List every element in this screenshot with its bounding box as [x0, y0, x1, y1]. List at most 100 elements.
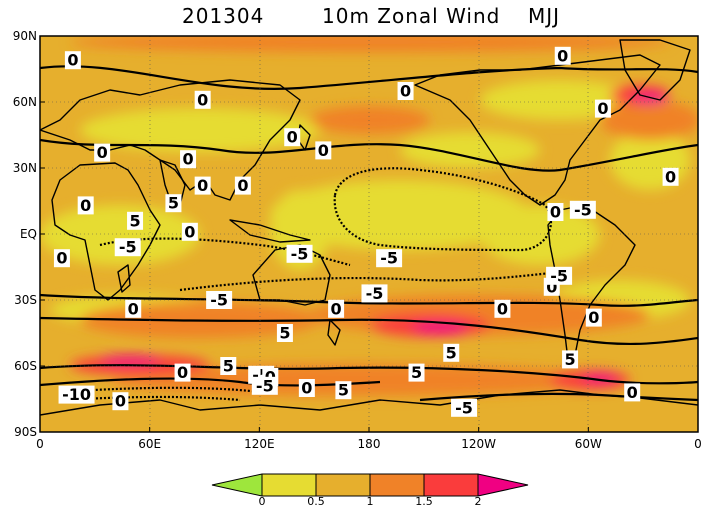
colorbar-1-15 — [370, 474, 424, 496]
shade-yellow-indian — [40, 205, 200, 265]
svg-text:0: 0 — [128, 299, 139, 318]
contour-label: 0 — [194, 90, 211, 109]
contour-label: -5 — [286, 244, 313, 263]
contour-label: 0 — [77, 196, 94, 215]
contour-label: 5 — [443, 343, 460, 362]
contour-label: 5 — [165, 194, 182, 213]
svg-text:-5: -5 — [210, 291, 228, 310]
contour-label: -5 — [569, 200, 596, 219]
lon-label: 120E — [244, 437, 275, 451]
shade-yellow-pacific — [270, 180, 530, 250]
contour-label: -5 — [206, 291, 233, 310]
contour-label: 0 — [494, 299, 511, 318]
lat-label: 90S — [14, 425, 37, 439]
contour-label: -5 — [361, 284, 388, 303]
contour-label: 0 — [315, 141, 332, 160]
svg-text:5: 5 — [168, 194, 179, 213]
contour-label: 0 — [125, 299, 142, 318]
contour-label: 0 — [53, 249, 70, 268]
title-variable: 10m Zonal Wind — [322, 4, 501, 28]
svg-text:0: 0 — [588, 308, 599, 327]
lon-label: 120W — [461, 437, 496, 451]
contour-spac-neg5 — [179, 270, 561, 292]
svg-text:0: 0 — [287, 128, 298, 147]
contour-label: 0 — [284, 128, 301, 147]
lon-label: 0 — [36, 437, 44, 451]
colorbar-label: 0.5 — [307, 495, 325, 508]
contour-label: 5 — [408, 363, 425, 382]
coast-africa — [51, 162, 161, 301]
colorbar-0-05 — [262, 474, 316, 496]
coast-samerica — [547, 204, 636, 361]
svg-text:0: 0 — [115, 392, 126, 411]
svg-text:-5: -5 — [550, 266, 568, 285]
colorbar: 0 0.5 1 1.5 2 — [211, 473, 529, 508]
shade-magenta-sio — [100, 355, 160, 365]
contour-label: -5 — [376, 249, 403, 268]
shade-orange-npac — [310, 106, 430, 134]
title-season: MJJ — [528, 4, 561, 28]
shade-orange-natl — [600, 100, 698, 140]
svg-text:5: 5 — [223, 357, 234, 376]
longitude-labels: 0 60E 120E 180 120W 60W 0 — [36, 437, 702, 451]
contour-label: 0 — [554, 46, 571, 65]
contour-label: 5 — [335, 381, 352, 400]
contour-label: 0 — [194, 176, 211, 195]
svg-text:0: 0 — [97, 143, 108, 162]
contour-label: -10 — [58, 385, 95, 404]
svg-text:0: 0 — [546, 277, 557, 296]
contour-label: 0 — [181, 222, 198, 241]
shade-yellow-wpac — [270, 190, 330, 270]
contour-label: 0 — [234, 176, 251, 195]
lon-label: 60W — [575, 437, 602, 451]
svg-text:0: 0 — [184, 222, 195, 241]
svg-text:5: 5 — [446, 343, 457, 362]
lat-label: 60N — [13, 95, 37, 109]
contour-label: -5 — [251, 376, 278, 395]
contour-midlat-zero — [40, 138, 698, 172]
svg-text:0: 0 — [80, 196, 91, 215]
contour-label: 0 — [94, 143, 111, 162]
svg-text:-5: -5 — [119, 238, 137, 257]
contour-label: -5 — [114, 238, 141, 257]
contour-label: 5 — [562, 350, 579, 369]
lat-label: 90N — [13, 29, 37, 43]
coast-greenland — [619, 39, 691, 101]
contour-label: 0 — [594, 99, 611, 118]
svg-text:0: 0 — [197, 90, 208, 109]
axis-ticks — [39, 35, 699, 433]
shade-yellow-npac — [400, 132, 540, 168]
svg-text:0: 0 — [557, 46, 568, 65]
svg-text:-5: -5 — [366, 284, 384, 303]
contour-label: 0 — [397, 82, 414, 101]
svg-text:0: 0 — [182, 150, 193, 169]
svg-text:5: 5 — [279, 324, 290, 343]
contour-s-zero — [40, 293, 698, 307]
svg-text:0: 0 — [67, 51, 78, 70]
colorbar-label: 1 — [367, 495, 374, 508]
contour-label: 0 — [174, 363, 191, 382]
contour-label: 0 — [298, 379, 315, 398]
svg-text:0: 0 — [331, 299, 342, 318]
svg-text:0: 0 — [318, 141, 329, 160]
chart-title: 201304 10m Zonal Wind MJJ — [0, 4, 712, 34]
svg-text:-5: -5 — [574, 200, 592, 219]
contour-npac-neg5 — [333, 167, 552, 252]
svg-text:-5: -5 — [291, 244, 309, 263]
svg-text:-5: -5 — [455, 398, 473, 417]
lat-label: 30N — [13, 161, 37, 175]
svg-text:0: 0 — [665, 167, 676, 186]
svg-text:0: 0 — [197, 176, 208, 195]
latitude-labels: 90N 60N 30N EQ 30S 60S 90S — [13, 29, 37, 439]
svg-text:0: 0 — [237, 176, 248, 195]
colorbar-label: 0 — [259, 495, 266, 508]
svg-text:5: 5 — [564, 350, 575, 369]
lat-label: EQ — [20, 227, 37, 241]
lon-label: 180 — [358, 437, 381, 451]
colorbar-lt0 — [212, 474, 262, 496]
contour-label: 0 — [328, 299, 345, 318]
shade-magenta-spac — [412, 322, 468, 334]
contour-label: 0 — [547, 203, 564, 222]
contour-label: 0 — [585, 308, 602, 327]
